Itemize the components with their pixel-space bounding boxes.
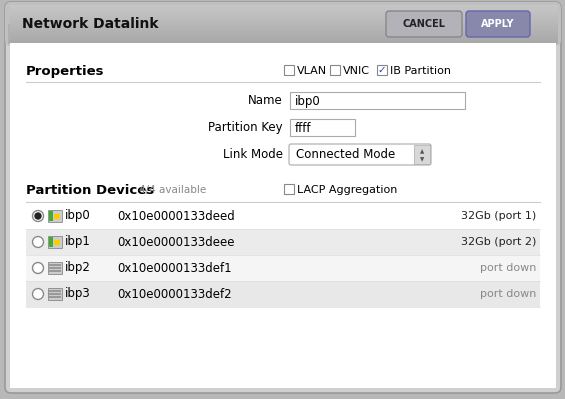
Text: Connected Mode: Connected Mode xyxy=(296,148,396,162)
Bar xyxy=(49,290,61,292)
Bar xyxy=(49,237,53,247)
Text: ▼: ▼ xyxy=(420,157,424,162)
Text: ✓: ✓ xyxy=(377,65,386,75)
Bar xyxy=(54,240,60,245)
Text: 0x10e0000133def1: 0x10e0000133def1 xyxy=(117,261,232,275)
Bar xyxy=(49,296,61,298)
Bar xyxy=(290,119,355,136)
Text: 0x10e0000133def2: 0x10e0000133def2 xyxy=(117,288,232,300)
Bar xyxy=(49,264,61,265)
Bar xyxy=(284,184,294,194)
Text: ibp0: ibp0 xyxy=(65,209,91,223)
FancyBboxPatch shape xyxy=(5,2,561,46)
Circle shape xyxy=(33,288,44,300)
Text: APPLY: APPLY xyxy=(481,19,515,29)
Text: VLAN: VLAN xyxy=(297,66,327,76)
Bar xyxy=(49,211,53,221)
Bar xyxy=(48,210,62,222)
Text: 0x10e0000133deee: 0x10e0000133deee xyxy=(117,235,234,249)
Bar xyxy=(26,229,540,255)
Bar xyxy=(49,270,61,271)
Circle shape xyxy=(33,211,44,221)
Text: Partition Devices: Partition Devices xyxy=(26,184,154,196)
Text: LACP Aggregation: LACP Aggregation xyxy=(297,185,397,195)
Bar xyxy=(414,145,430,164)
FancyBboxPatch shape xyxy=(466,11,530,37)
Bar xyxy=(377,65,387,75)
Text: ibp3: ibp3 xyxy=(65,288,91,300)
Bar xyxy=(284,65,294,75)
Bar xyxy=(10,43,556,388)
Bar xyxy=(330,65,340,75)
Text: Partition Key: Partition Key xyxy=(208,122,283,134)
Bar xyxy=(290,92,465,109)
Text: ▲: ▲ xyxy=(420,149,424,154)
Bar xyxy=(48,236,62,248)
Circle shape xyxy=(35,213,41,219)
Bar xyxy=(48,288,62,300)
Text: Properties: Properties xyxy=(26,65,105,77)
Text: Name: Name xyxy=(248,95,283,107)
Text: CANCEL: CANCEL xyxy=(402,19,445,29)
Circle shape xyxy=(33,237,44,247)
Text: Network Datalink: Network Datalink xyxy=(22,17,159,31)
Text: Link Mode: Link Mode xyxy=(223,148,283,162)
Bar xyxy=(26,255,540,281)
Text: 32Gb (port 2): 32Gb (port 2) xyxy=(460,237,536,247)
Text: IB Partition: IB Partition xyxy=(390,66,451,76)
FancyBboxPatch shape xyxy=(386,11,462,37)
Bar xyxy=(48,262,62,274)
Text: ibp1: ibp1 xyxy=(65,235,91,249)
Bar xyxy=(49,293,61,294)
Text: 4/4 available: 4/4 available xyxy=(139,185,206,195)
Bar xyxy=(26,281,540,307)
Text: ffff: ffff xyxy=(295,122,311,134)
Text: VNIC: VNIC xyxy=(343,66,370,76)
Bar xyxy=(8,24,558,44)
Text: 32Gb (port 1): 32Gb (port 1) xyxy=(460,211,536,221)
Circle shape xyxy=(33,263,44,273)
Text: port down: port down xyxy=(480,263,536,273)
Text: ibp0: ibp0 xyxy=(295,95,321,107)
Text: ibp2: ibp2 xyxy=(65,261,91,275)
Bar xyxy=(54,214,60,219)
FancyBboxPatch shape xyxy=(5,2,561,393)
Bar xyxy=(26,203,540,229)
Text: 0x10e0000133deed: 0x10e0000133deed xyxy=(117,209,234,223)
Bar xyxy=(49,267,61,269)
FancyBboxPatch shape xyxy=(289,144,431,165)
Text: port down: port down xyxy=(480,289,536,299)
